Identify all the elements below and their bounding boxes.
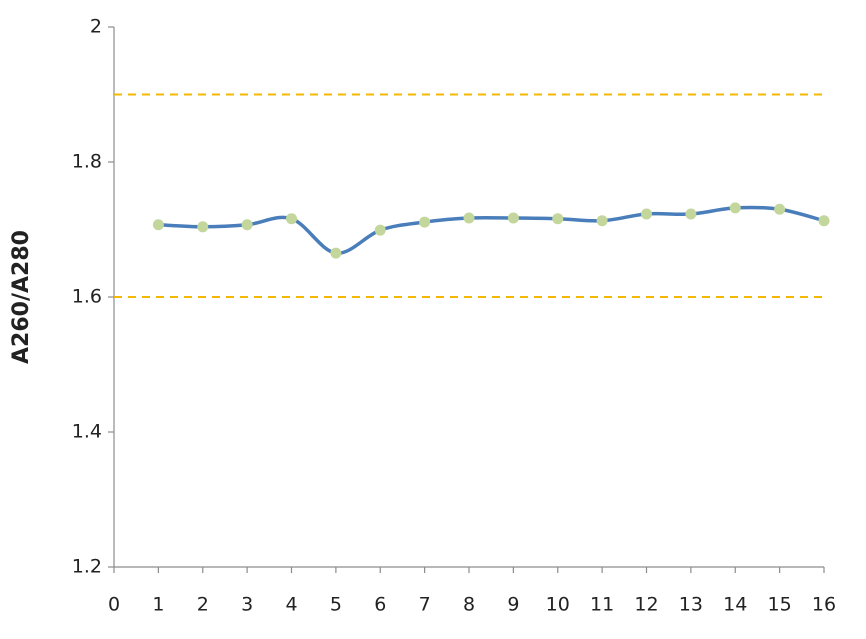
data-point bbox=[374, 224, 386, 236]
y-tick-label: 1.8 bbox=[72, 151, 102, 173]
data-point bbox=[552, 213, 564, 225]
x-tick-label: 13 bbox=[679, 594, 703, 616]
x-tick-label: 5 bbox=[330, 594, 342, 616]
x-tick-label: 6 bbox=[374, 594, 386, 616]
x-tick-label: 7 bbox=[419, 594, 431, 616]
x-tick-label: 10 bbox=[546, 594, 570, 616]
x-tick-label: 15 bbox=[768, 594, 792, 616]
data-point bbox=[685, 208, 697, 220]
x-tick-label: 3 bbox=[241, 594, 253, 616]
data-point bbox=[419, 216, 431, 228]
x-tick-label: 16 bbox=[812, 594, 836, 616]
x-tick-label: 14 bbox=[723, 594, 747, 616]
data-point bbox=[463, 212, 475, 224]
data-point bbox=[152, 219, 164, 231]
x-tick-label: 9 bbox=[507, 594, 519, 616]
data-point bbox=[774, 203, 786, 215]
y-axis-label: A260/A280 bbox=[9, 230, 34, 364]
x-tick-label: 12 bbox=[634, 594, 658, 616]
data-point bbox=[818, 215, 830, 227]
data-point bbox=[729, 202, 741, 214]
data-point bbox=[596, 215, 608, 227]
x-tick-label: 0 bbox=[108, 594, 120, 616]
data-point bbox=[241, 219, 253, 231]
y-tick-label: 1.6 bbox=[72, 286, 102, 308]
x-tick-label: 11 bbox=[590, 594, 614, 616]
y-tick-label: 1.2 bbox=[72, 556, 102, 578]
data-point bbox=[197, 221, 209, 233]
x-tick-label: 2 bbox=[197, 594, 209, 616]
y-tick-label: 2 bbox=[90, 16, 102, 38]
data-point bbox=[330, 247, 342, 259]
x-tick-label: 4 bbox=[285, 594, 297, 616]
data-line bbox=[158, 205, 825, 255]
data-point bbox=[641, 208, 652, 220]
x-tick-label: 1 bbox=[152, 594, 164, 616]
y-tick-label: 1.4 bbox=[72, 421, 102, 443]
x-tick-label: 8 bbox=[463, 594, 475, 616]
data-point bbox=[286, 213, 297, 225]
data-point bbox=[507, 212, 519, 224]
